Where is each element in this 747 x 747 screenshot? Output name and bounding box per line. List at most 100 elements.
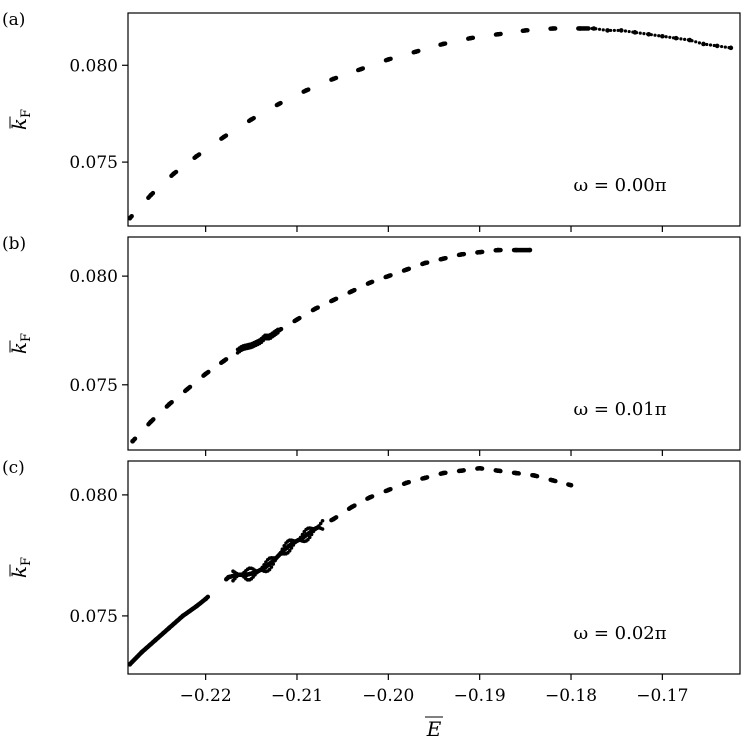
data-point [320, 527, 325, 531]
data-point [166, 402, 172, 407]
data-point [440, 41, 446, 47]
data-points [130, 247, 533, 444]
data-point [646, 32, 651, 37]
data-point [203, 596, 208, 602]
data-point [194, 603, 199, 609]
data-point [495, 32, 501, 37]
data-point [320, 518, 325, 523]
data-point [586, 26, 591, 31]
data-point [194, 153, 199, 159]
data-point [166, 625, 172, 631]
data-point [128, 662, 133, 667]
data-point [687, 37, 693, 43]
y-axis-label-text: kF [7, 109, 34, 130]
data-point [550, 26, 556, 31]
data-points [128, 465, 574, 667]
data-point [367, 495, 373, 500]
data-point [495, 468, 501, 473]
data-point [282, 543, 287, 548]
data-point [318, 521, 323, 526]
data-point [701, 41, 706, 47]
x-tick-label: −0.17 [636, 686, 688, 706]
data-point [298, 535, 303, 540]
data-point [367, 280, 373, 285]
data-point [185, 386, 190, 392]
panel-b: 0.075 0.080 (b) ω = 0.01π kF [2, 234, 741, 456]
data-point [708, 43, 713, 47]
data-point [422, 475, 428, 481]
data-point [638, 31, 642, 35]
data-point [728, 45, 734, 51]
data-point [148, 419, 154, 425]
y-tick-label: 0.080 [69, 267, 118, 287]
data-point [477, 465, 482, 471]
data-points [128, 26, 734, 221]
data-point [694, 40, 698, 44]
data-point [623, 29, 628, 33]
annotation-omega: ω = 0.01π [573, 399, 666, 420]
x-tick-label: −0.20 [362, 686, 414, 706]
x-tick-label: −0.22 [180, 686, 232, 706]
data-point [616, 28, 620, 33]
data-point [300, 532, 305, 537]
data-point [139, 649, 144, 655]
y-axis-label-main: k [7, 566, 31, 578]
panel-label: (c) [2, 458, 25, 478]
x-tick-label: −0.18 [545, 686, 597, 706]
data-point [495, 247, 501, 253]
panel-a: 0.075 0.080 (a) ω = 0.00π kF [2, 10, 741, 232]
annotation-omega: ω = 0.02π [573, 623, 666, 644]
panel-label: (a) [2, 10, 25, 30]
data-point [632, 30, 638, 35]
data-point [601, 28, 605, 32]
data-point [130, 439, 135, 444]
y-axis-label-text: kF [7, 333, 34, 354]
data-point [276, 101, 282, 107]
data-point [723, 45, 727, 49]
data-point [267, 567, 272, 572]
data-point [720, 44, 724, 49]
y-tick-label: 0.080 [69, 56, 118, 76]
data-point [459, 468, 464, 473]
data-point [550, 478, 556, 483]
data-point [307, 535, 312, 540]
y-axis-label-sub: F [19, 333, 34, 342]
axes-frame [127, 12, 741, 227]
data-point [477, 249, 482, 255]
data-point [276, 331, 280, 335]
data-point [180, 613, 186, 619]
data-point [422, 260, 428, 266]
data-point [705, 42, 709, 47]
y-axis-label-sub: F [19, 109, 34, 118]
data-point [664, 35, 668, 39]
panel-label: (b) [2, 234, 26, 254]
data-point [413, 49, 419, 55]
x-axis-label: E [426, 717, 442, 741]
data-point [660, 33, 665, 39]
data-point [287, 548, 292, 553]
data-point [273, 558, 277, 563]
data-point [440, 256, 446, 262]
data-point [276, 327, 280, 332]
data-point [271, 562, 276, 566]
data-point [697, 41, 702, 45]
data-point [262, 563, 266, 567]
data-point [331, 516, 336, 522]
y-tick-label: 0.075 [69, 607, 118, 627]
x-tick-label: −0.21 [271, 686, 323, 706]
data-point [226, 574, 231, 580]
y-axis-label-sub: F [19, 557, 34, 566]
data-point [289, 546, 294, 550]
data-point [440, 470, 446, 476]
data-point [386, 57, 391, 62]
data-point [303, 88, 309, 93]
data-point [349, 504, 355, 510]
y-axis-label-text: kF [7, 557, 34, 578]
data-point [331, 76, 336, 82]
data-point [597, 27, 602, 31]
data-point [260, 565, 265, 570]
axes-frame [127, 460, 741, 675]
data-point [609, 28, 613, 33]
